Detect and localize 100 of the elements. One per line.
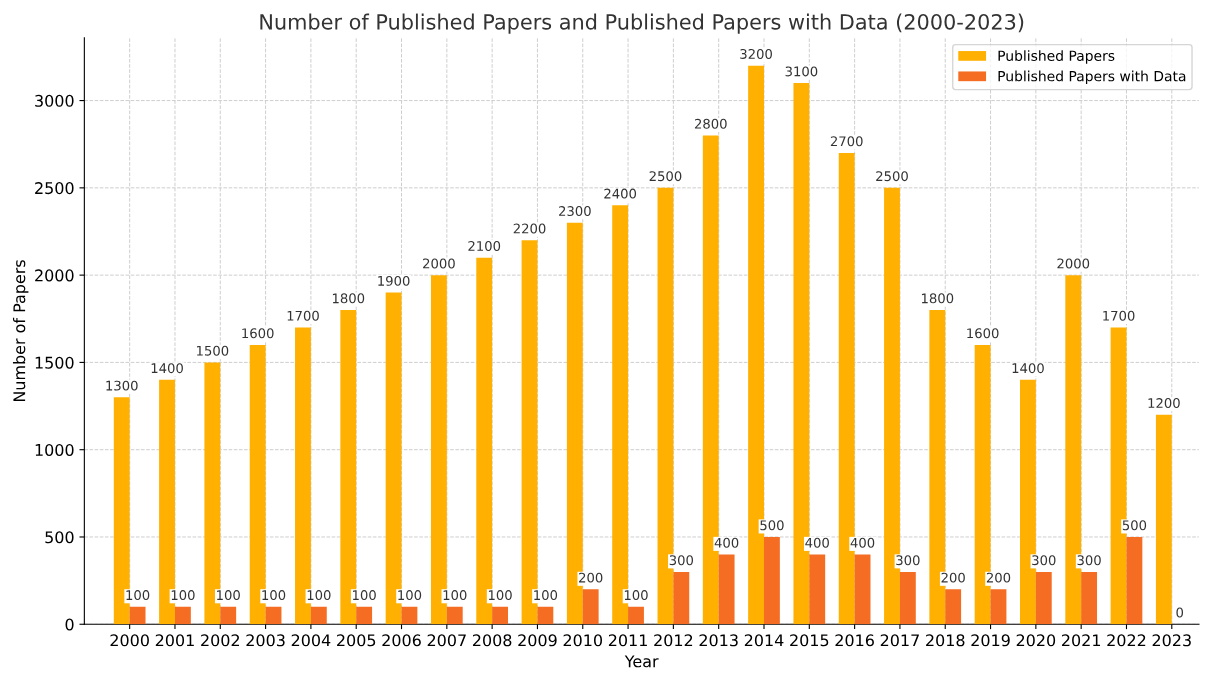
bar xyxy=(764,536,780,625)
x-tick-label: 2002 xyxy=(201,634,239,647)
data-label: 500 xyxy=(1122,520,1147,531)
data-label: 400 xyxy=(714,537,739,548)
bar xyxy=(537,606,554,625)
data-label: 400 xyxy=(850,537,875,548)
data-label: 2400 xyxy=(604,188,637,199)
x-tick-label: 2012 xyxy=(654,634,693,647)
x-tick-label: 2000 xyxy=(110,634,149,647)
data-label: 100 xyxy=(443,590,467,601)
data-label: 100 xyxy=(262,590,286,601)
data-label: 2500 xyxy=(876,171,908,182)
bar xyxy=(1035,571,1052,625)
x-tick-label: 2008 xyxy=(472,634,512,647)
data-label: 1900 xyxy=(378,275,410,286)
data-label: 300 xyxy=(669,555,694,566)
data-label: 1800 xyxy=(921,293,954,304)
bar xyxy=(718,554,735,625)
data-label: 2000 xyxy=(1057,258,1090,269)
data-label: 2200 xyxy=(513,223,546,234)
x-tick-label: 2016 xyxy=(835,634,874,647)
bar xyxy=(899,571,916,625)
bar xyxy=(220,606,237,625)
data-label: 1400 xyxy=(1012,363,1044,374)
x-tick-label: 2004 xyxy=(291,634,331,647)
data-label: 2100 xyxy=(468,240,501,251)
data-label: 100 xyxy=(488,590,512,601)
y-axis-title: Number of Papers xyxy=(12,260,29,402)
x-tick-label: 2019 xyxy=(971,634,1010,647)
data-label: 3100 xyxy=(785,66,818,77)
data-label: 2800 xyxy=(694,118,727,129)
data-label: 3200 xyxy=(740,48,772,59)
bar xyxy=(1126,536,1143,625)
bar xyxy=(1155,414,1172,625)
data-label: 1200 xyxy=(1148,398,1180,409)
data-label: 100 xyxy=(307,590,331,601)
bar xyxy=(174,606,191,625)
x-tick-label: 2018 xyxy=(926,634,965,647)
y-tick-label: 2500 xyxy=(35,182,74,195)
bar xyxy=(129,606,146,625)
bar xyxy=(446,606,463,625)
y-tick-label: 1000 xyxy=(35,443,74,456)
x-axis-title: Year xyxy=(624,655,659,668)
data-label: 200 xyxy=(941,572,965,583)
x-tick-label: 2013 xyxy=(699,634,738,647)
data-label: 1600 xyxy=(967,328,999,339)
data-label: 200 xyxy=(986,572,1011,583)
y-tick-label: 1500 xyxy=(35,356,74,369)
legend-label: Published Papers xyxy=(998,50,1115,64)
data-label: 100 xyxy=(353,590,376,601)
data-label: 400 xyxy=(805,537,829,548)
data-label: 100 xyxy=(534,590,558,601)
data-label: 0 xyxy=(1176,607,1184,618)
data-label: 1800 xyxy=(332,293,365,304)
y-tick-label: 2000 xyxy=(35,269,74,282)
x-tick-label: 2021 xyxy=(1062,634,1101,647)
bar xyxy=(854,554,871,625)
data-label: 2000 xyxy=(423,258,455,269)
data-label: 100 xyxy=(126,590,150,601)
data-label: 1700 xyxy=(1103,310,1135,321)
data-label: 100 xyxy=(171,590,195,601)
x-tick-label: 2005 xyxy=(337,634,376,647)
data-label: 100 xyxy=(217,590,240,601)
x-tick-label: 2001 xyxy=(155,634,194,647)
data-label: 300 xyxy=(896,555,920,566)
bar xyxy=(492,606,508,625)
data-label: 300 xyxy=(1077,555,1101,566)
chart-title: Number of Published Papers and Published Papers with Data (2000-2023) xyxy=(260,13,1024,34)
data-label: 1500 xyxy=(197,345,229,356)
bar xyxy=(990,589,1007,625)
x-tick-label: 2006 xyxy=(382,634,421,647)
x-tick-label: 2017 xyxy=(880,634,919,647)
x-tick-label: 2009 xyxy=(518,634,557,647)
data-label: 2700 xyxy=(830,136,863,147)
x-tick-label: 2015 xyxy=(790,634,829,647)
bar xyxy=(945,589,962,625)
x-tick-label: 2007 xyxy=(427,634,466,647)
data-label: 300 xyxy=(1032,555,1056,566)
bar xyxy=(809,554,826,625)
bar xyxy=(265,606,282,625)
bar xyxy=(628,606,644,625)
data-label: 500 xyxy=(760,520,784,531)
bar xyxy=(356,606,373,625)
bar xyxy=(582,589,599,625)
data-label: 2300 xyxy=(559,206,591,217)
x-tick-label: 2010 xyxy=(563,634,603,647)
bar xyxy=(310,606,327,625)
x-tick-label: 2022 xyxy=(1107,634,1146,647)
data-label: 2500 xyxy=(649,171,682,182)
data-label: 1700 xyxy=(287,310,319,321)
y-tick-label: 500 xyxy=(45,531,74,544)
data-label: 1400 xyxy=(151,363,183,374)
bar xyxy=(401,606,418,625)
x-tick-label: 2014 xyxy=(744,634,784,647)
x-tick-label: 2003 xyxy=(246,634,285,647)
legend-label: Published Papers with Data xyxy=(998,70,1186,85)
data-label: 100 xyxy=(398,590,422,601)
data-label: 100 xyxy=(624,590,648,601)
x-tick-label: 2020 xyxy=(1016,634,1056,647)
y-tick-label: 0 xyxy=(65,618,74,631)
